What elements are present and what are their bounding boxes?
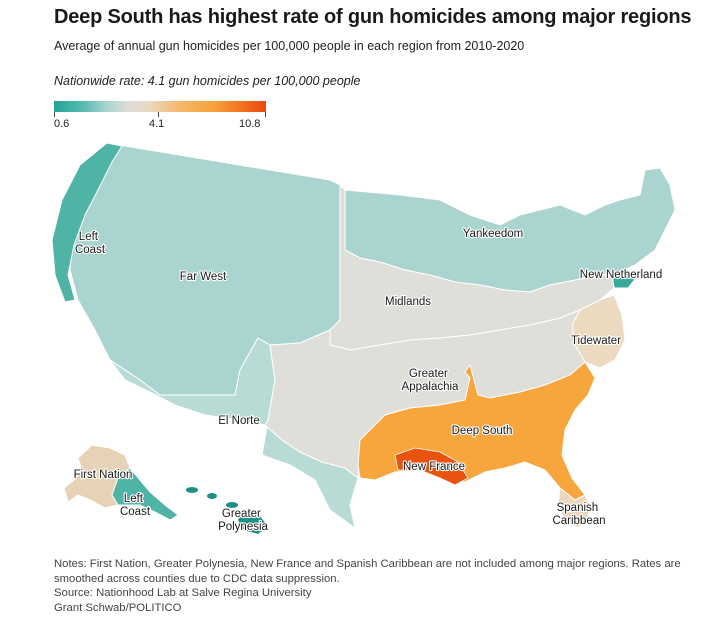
label-first-nation: First Nation bbox=[74, 469, 133, 481]
nationwide-rate-note: Nationwide rate: 4.1 gun homicides per 1… bbox=[54, 74, 361, 88]
island-maui bbox=[226, 502, 238, 508]
region-left-coast bbox=[51, 142, 123, 303]
label-tidewater: Tidewater bbox=[571, 335, 621, 347]
label-greater-polynesia: Greater Polynesia bbox=[218, 508, 268, 533]
scale-tick-mid: 4.1 bbox=[149, 118, 165, 130]
label-midlands: Midlands bbox=[385, 296, 431, 308]
label-new-france: New France bbox=[403, 461, 465, 473]
chart-subtitle: Average of annual gun homicides per 100,… bbox=[54, 39, 525, 53]
scale-tick-mid-mark bbox=[158, 112, 159, 117]
region-first-nation bbox=[63, 444, 131, 509]
label-spanish-caribbean: Spanish Caribbean bbox=[552, 502, 605, 527]
scale-tick-max-mark bbox=[265, 112, 266, 117]
region-greater-polynesia bbox=[186, 487, 268, 534]
notes-text: Notes: First Nation, Greater Polynesia, … bbox=[54, 558, 681, 585]
label-yankeedom: Yankeedom bbox=[463, 228, 524, 240]
footnotes: Notes: First Nation, Greater Polynesia, … bbox=[54, 557, 684, 615]
credit-text: Grant Schwab/POLITICO bbox=[54, 601, 182, 614]
label-left-coast: Left Coast bbox=[75, 231, 106, 256]
label-greater-appalachia: Greater Appalachia bbox=[402, 368, 460, 393]
island-oahu bbox=[207, 493, 217, 499]
scale-tick-min: 0.6 bbox=[54, 118, 70, 130]
region-left-coast-ak bbox=[111, 467, 179, 521]
region-el-norte bbox=[109, 337, 359, 530]
label-far-west: Far West bbox=[180, 271, 227, 283]
label-left-coast-ak: Left Coast bbox=[120, 493, 151, 518]
color-scale-bar bbox=[54, 101, 266, 112]
chart-title: Deep South has highest rate of gun homic… bbox=[54, 6, 692, 28]
label-deep-south: Deep South bbox=[452, 425, 513, 437]
island-big-island bbox=[238, 512, 268, 534]
scale-tick-min-mark bbox=[54, 112, 55, 117]
island-kauai bbox=[186, 487, 198, 493]
label-el-norte: El Norte bbox=[218, 415, 260, 427]
source-text: Source: Nationhood Lab at Salve Regina U… bbox=[54, 587, 312, 599]
scale-tick-max: 10.8 bbox=[239, 118, 261, 130]
region-spanish-caribbean bbox=[557, 487, 591, 529]
label-new-netherland: New Netherland bbox=[580, 269, 662, 281]
region-new-france bbox=[394, 447, 469, 486]
